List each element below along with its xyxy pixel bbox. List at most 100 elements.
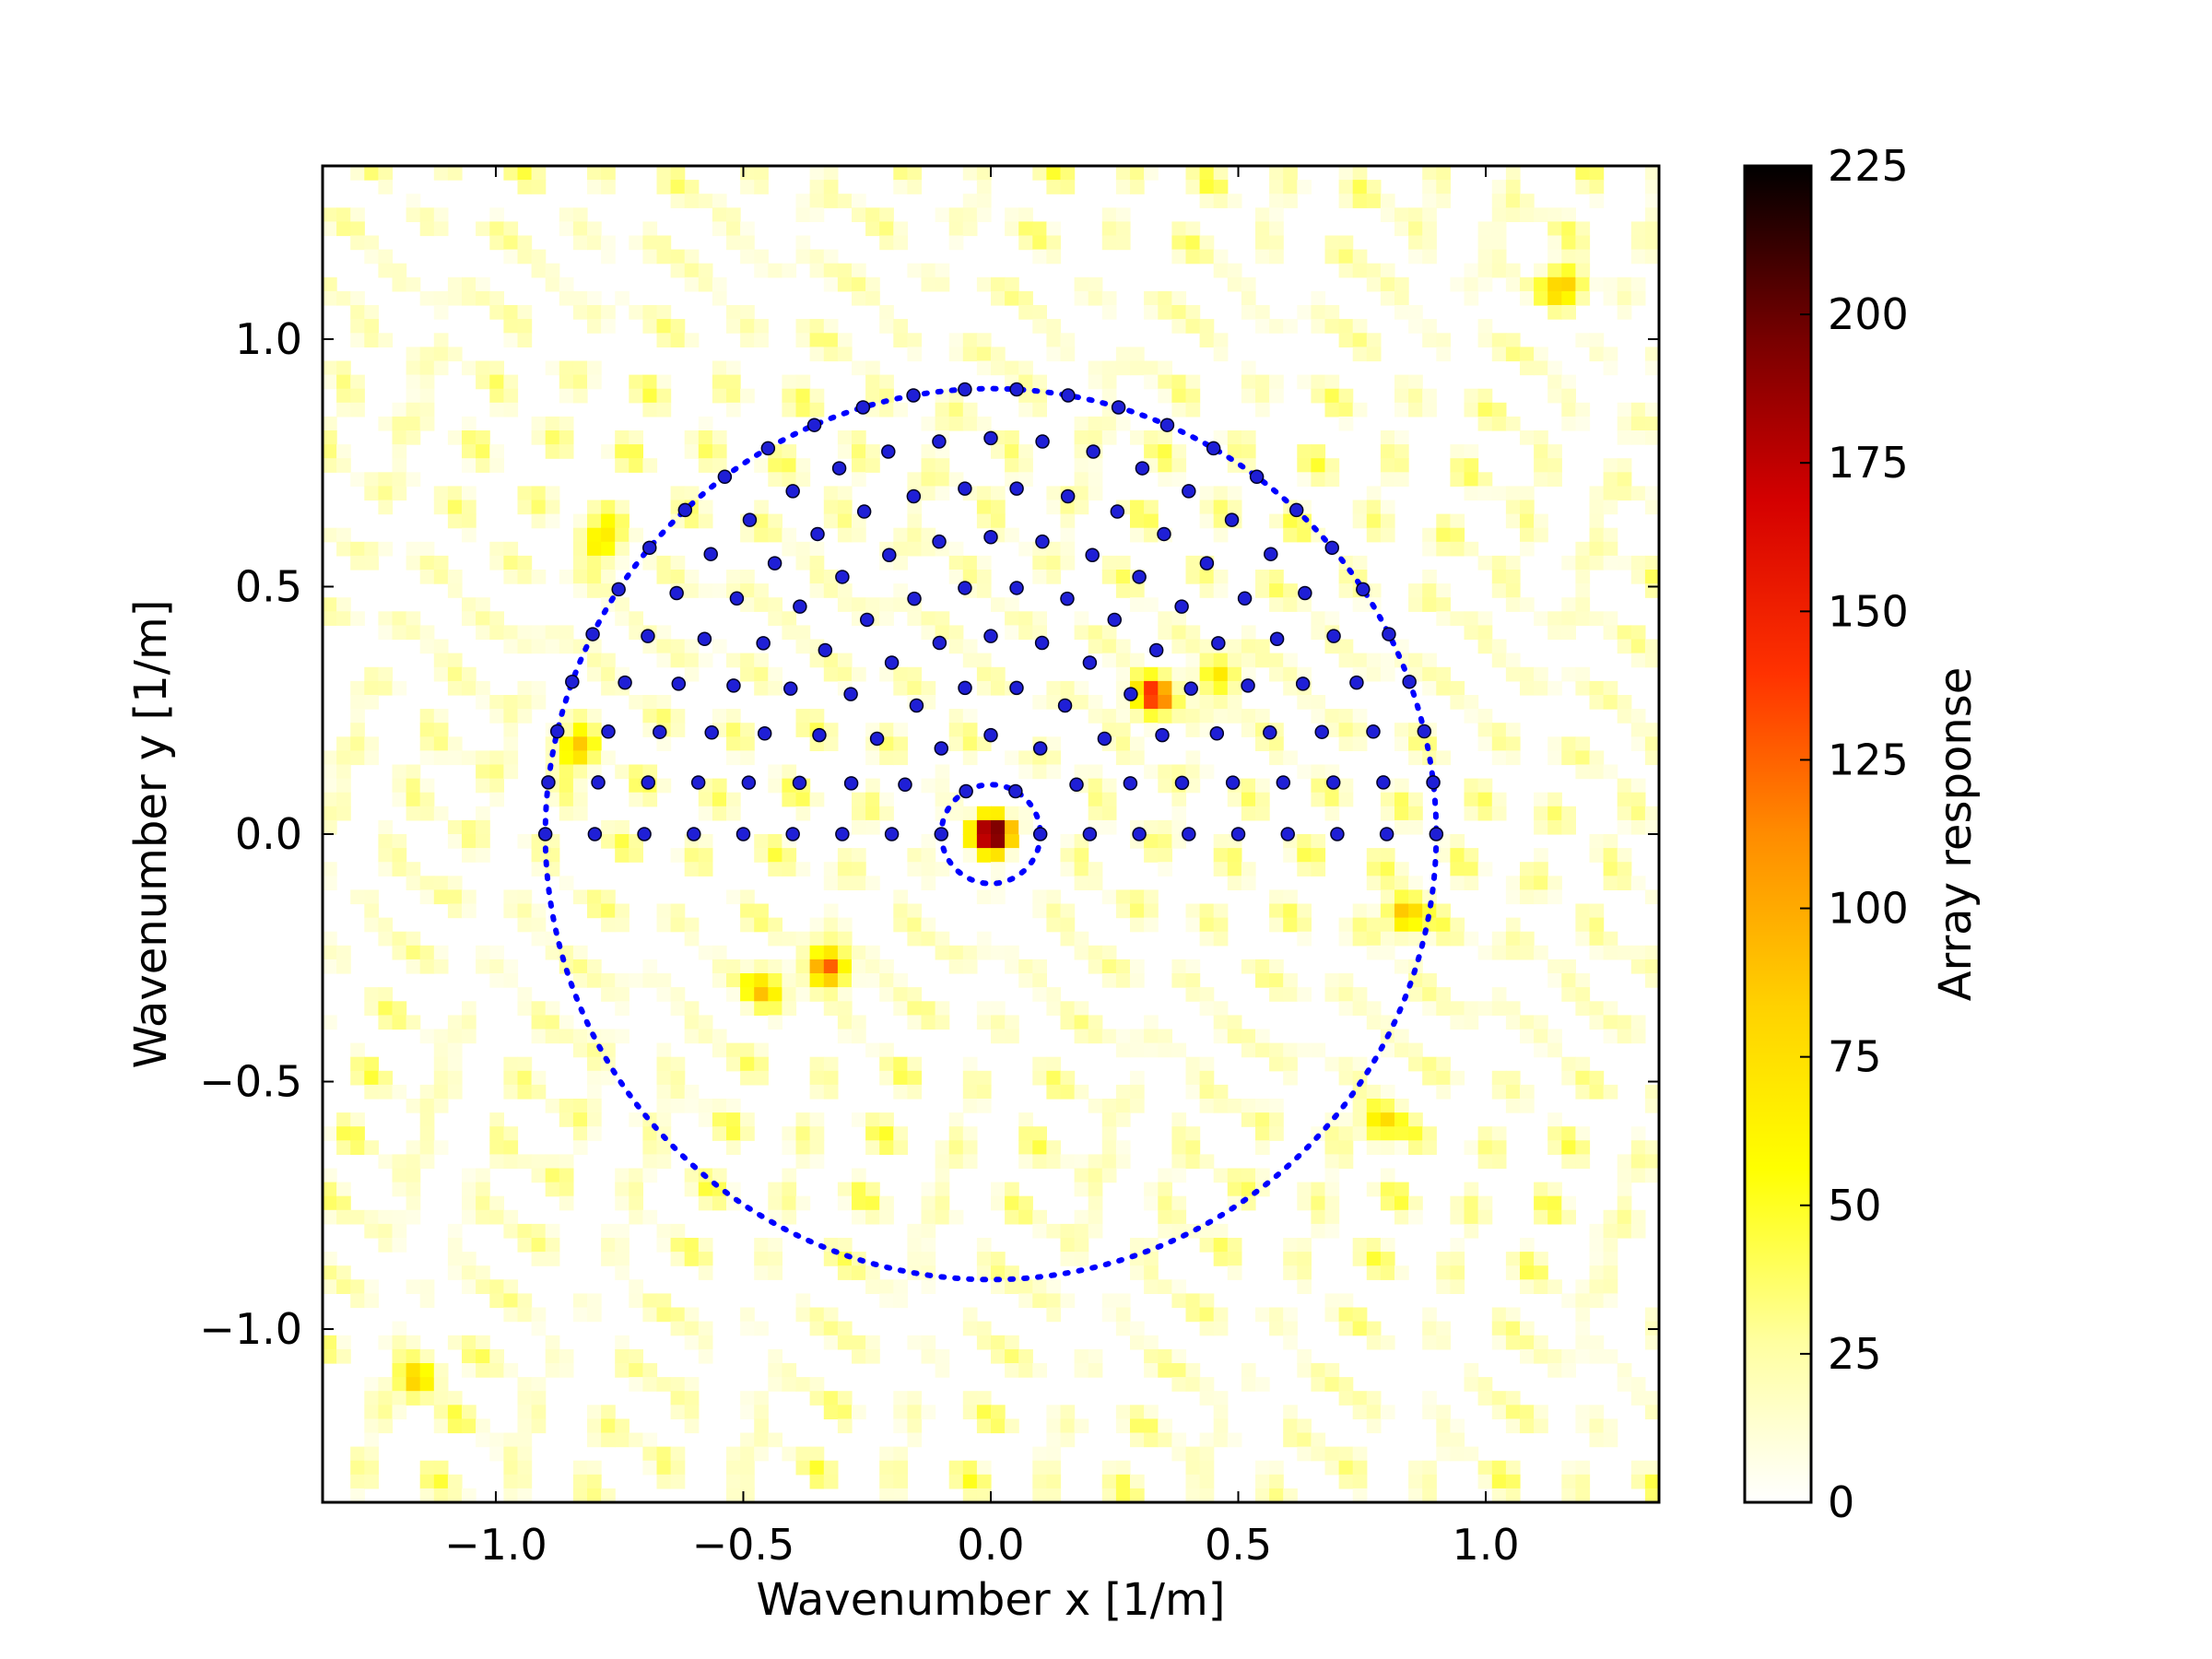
heat-cell xyxy=(503,736,519,751)
heat-cell xyxy=(670,987,686,1002)
heat-cell xyxy=(962,347,978,362)
heat-cell xyxy=(629,792,643,807)
heat-cell xyxy=(1408,207,1423,222)
heat-cell xyxy=(572,527,588,543)
heat-cell xyxy=(1297,1252,1312,1266)
heat-cell xyxy=(531,513,547,529)
heat-cell xyxy=(991,1279,1006,1294)
heat-cell xyxy=(350,1474,365,1489)
heat-cell xyxy=(642,458,658,473)
heat-cell xyxy=(1130,1265,1145,1280)
heat-cell xyxy=(976,347,992,362)
heat-cell xyxy=(559,1154,574,1170)
heat-cell xyxy=(1060,1154,1076,1170)
heat-cell xyxy=(1380,666,1395,682)
heat-cell xyxy=(1547,625,1562,641)
heat-cell xyxy=(670,319,686,334)
sampling-point xyxy=(1276,775,1291,790)
heat-cell xyxy=(1213,1168,1229,1183)
heat-cell xyxy=(1644,235,1659,251)
heat-cell xyxy=(656,1307,672,1323)
heat-cell xyxy=(1199,666,1215,682)
heat-cell xyxy=(642,1307,658,1323)
heat-cell xyxy=(1032,973,1047,988)
heat-cell xyxy=(670,1001,686,1016)
heat-cell xyxy=(1436,1279,1451,1294)
heat-cell xyxy=(1255,402,1270,418)
heat-cell xyxy=(1380,458,1395,473)
heat-cell xyxy=(1115,1418,1131,1434)
heat-cell xyxy=(1199,639,1215,654)
heat-cell xyxy=(948,709,964,724)
heat-cell xyxy=(740,388,755,404)
heat-cell xyxy=(1046,319,1062,334)
heat-cell xyxy=(684,583,700,598)
heat-cell xyxy=(1241,276,1256,292)
heat-cell xyxy=(921,611,936,626)
heat-cell xyxy=(419,1029,435,1044)
heat-cell xyxy=(447,1405,463,1419)
heat-cell xyxy=(1005,444,1019,459)
heat-cell xyxy=(1464,486,1479,501)
heat-cell xyxy=(1046,541,1062,557)
heat-cell xyxy=(642,374,658,390)
heat-cell xyxy=(1297,527,1312,543)
heat-cell xyxy=(615,1335,629,1350)
heat-cell xyxy=(837,194,853,208)
sampling-point xyxy=(983,727,998,743)
heat-cell xyxy=(1352,1252,1368,1266)
heat-cell xyxy=(712,959,727,974)
heat-cell xyxy=(531,1252,547,1266)
heat-cell xyxy=(768,1348,782,1364)
heat-cell xyxy=(364,1140,379,1155)
heat-cell xyxy=(1644,889,1659,905)
heat-cell xyxy=(879,319,894,334)
heat-cell xyxy=(1185,1070,1201,1086)
heat-cell xyxy=(698,1112,713,1127)
colorbar-tick-label: 125 xyxy=(1828,735,1909,784)
heat-cell xyxy=(656,374,672,390)
heat-cell xyxy=(1171,1432,1187,1448)
heat-cell xyxy=(1617,1029,1632,1044)
heat-cell xyxy=(406,625,421,641)
heat-cell xyxy=(1338,1293,1354,1309)
heat-cell xyxy=(1158,764,1172,780)
heat-cell xyxy=(378,834,394,849)
heat-cell xyxy=(670,1377,686,1392)
heat-cell xyxy=(1603,486,1618,501)
heat-cell xyxy=(1575,235,1591,251)
heat-cell xyxy=(323,290,337,306)
heat-cell xyxy=(1561,402,1576,418)
heat-cell xyxy=(823,583,839,598)
heat-cell xyxy=(1575,597,1591,612)
heat-cell xyxy=(1088,1029,1103,1044)
heat-cell xyxy=(1213,680,1229,696)
heat-cell xyxy=(1366,862,1382,877)
heat-cell xyxy=(545,1363,560,1378)
heat-cell xyxy=(476,430,490,445)
heat-cell xyxy=(1060,1432,1076,1448)
heat-cell xyxy=(1158,1279,1172,1294)
heat-cell xyxy=(531,1015,547,1030)
heat-cell xyxy=(1436,1321,1451,1336)
heat-cell xyxy=(1491,249,1507,265)
heat-cell xyxy=(1505,1265,1521,1280)
heat-cell xyxy=(893,402,908,418)
heat-cell xyxy=(795,458,811,473)
heat-cell xyxy=(1269,570,1284,584)
heat-cell xyxy=(642,402,658,418)
heat-cell xyxy=(336,1279,351,1294)
heat-cell xyxy=(1115,1154,1131,1170)
heat-cell xyxy=(1046,1307,1062,1323)
sampling-point xyxy=(958,581,972,595)
heat-cell xyxy=(684,180,700,194)
heat-cell xyxy=(1464,1223,1479,1239)
heat-cell xyxy=(517,639,533,654)
heat-cell xyxy=(921,625,936,641)
heat-cell xyxy=(476,750,490,766)
heat-cell xyxy=(1450,513,1465,529)
heat-cell xyxy=(726,792,741,807)
heat-cell xyxy=(447,1029,463,1044)
heat-cell xyxy=(768,513,782,529)
heat-cell xyxy=(1213,347,1229,362)
